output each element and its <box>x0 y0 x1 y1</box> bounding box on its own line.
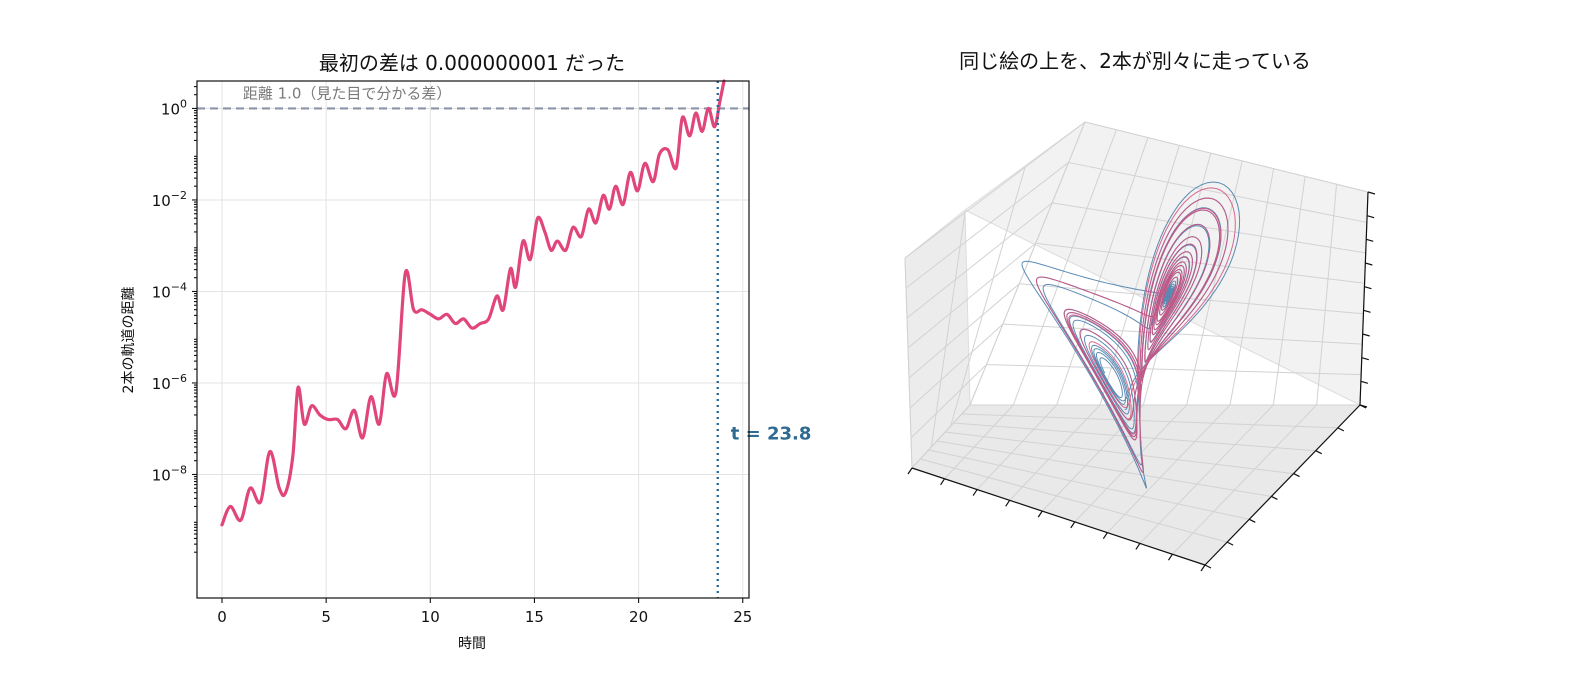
z-axis-tick <box>1364 286 1372 290</box>
floor-gridline <box>1009 404 1101 501</box>
left-y-axis-label: 2本の軌道の距離 <box>120 287 137 394</box>
floor-gridline <box>1172 404 1318 555</box>
y-axis-tick <box>1293 473 1300 478</box>
back-wall-gridline <box>986 364 1362 376</box>
y-axis-tick <box>1249 518 1256 523</box>
floor-gridline <box>920 458 1228 543</box>
back-wall-gridline <box>1186 160 1243 406</box>
z-axis-tick <box>1359 404 1368 408</box>
left-wall-gridline <box>908 283 1020 379</box>
back-wall-gridline <box>1068 161 1367 223</box>
y-axis <box>1204 404 1361 566</box>
left-wall-gridline <box>906 202 1053 319</box>
z-axis-tick <box>1366 215 1375 219</box>
z-axis <box>1359 191 1369 406</box>
x-axis-tick <box>907 467 913 475</box>
z-axis-tick <box>1362 333 1370 337</box>
left-wall-gridline <box>909 323 1004 409</box>
right-chart: 同じ絵の上を、2本が別々に走っている <box>904 49 1376 572</box>
y-axis-tick <box>1337 427 1345 432</box>
z-axis-tick <box>1361 357 1369 361</box>
z-axis-tick <box>1360 380 1369 384</box>
floor-gridline <box>976 404 1058 490</box>
x-axis-tick <box>972 489 978 496</box>
z-axis-tick <box>1367 191 1376 195</box>
left-wall-gridline <box>904 121 1086 259</box>
x-axis-tick <box>1102 532 1108 539</box>
left-wall-gridline <box>907 242 1037 349</box>
floor-gridline <box>928 449 1250 520</box>
back-wall-gridline <box>1056 137 1149 406</box>
floor-gridline <box>936 440 1272 497</box>
threshold-label: 距離 1.0（見た目で分かる差） <box>243 84 452 102</box>
z-axis-tick <box>1366 238 1374 242</box>
x-tick-label: 25 <box>733 608 752 626</box>
back-wall-gridline <box>1229 168 1275 406</box>
y-tick-label: 10−6 <box>152 372 187 393</box>
x-axis-tick <box>1135 543 1141 550</box>
trajectory-b <box>1035 187 1236 474</box>
x-axis-tick <box>940 478 946 486</box>
x-tick-label: 15 <box>525 608 544 626</box>
floor-gridline <box>944 404 1014 480</box>
back-wall-gridline <box>1084 121 1369 193</box>
left-ticks: 0 5 10 15 20 25 100 10−2 10−4 10−6 10−8 <box>152 86 752 626</box>
left-wall-gridline <box>969 121 1086 406</box>
y-tick-label: 10−2 <box>152 189 187 210</box>
back-wall-gridline <box>1012 129 1117 406</box>
y-tick-label: 10−8 <box>152 463 187 484</box>
x-axis-tick <box>1005 500 1011 507</box>
x-axis <box>911 467 1206 566</box>
left-wall-gridline <box>910 364 987 439</box>
back-wall-gridline <box>1272 176 1306 406</box>
left-chart: 最初の差は 0.000000001 だった 0 5 10 15 20 25 100 10−2 1… <box>120 51 811 652</box>
y-axis-tick <box>1226 541 1234 546</box>
x-tick-label: 5 <box>321 608 331 626</box>
back-wall-gridline <box>1142 152 1212 406</box>
right-chart-title: 同じ絵の上を、2本が別々に走っている <box>959 49 1311 73</box>
x-axis-tick <box>1200 564 1206 572</box>
y-tick-label: 100 <box>161 97 187 118</box>
left-wall-gridline <box>905 162 1069 289</box>
left-plot-frame <box>196 80 750 599</box>
right-axes <box>907 191 1376 572</box>
attractor-trajectories <box>1021 181 1241 489</box>
floor-gridline <box>945 431 1294 475</box>
x-tick-label: 20 <box>629 608 648 626</box>
floor-gridline <box>911 404 971 469</box>
distance-series-line <box>220 79 726 527</box>
floor-gridline <box>1106 404 1231 534</box>
x-axis-tick <box>1037 510 1043 518</box>
divergence-time-label: t = 23.8 <box>731 423 812 444</box>
y-axis-tick <box>1204 564 1212 569</box>
floor-gridline <box>1074 404 1188 523</box>
y-tick-label: 10−4 <box>152 280 187 301</box>
left-wall-gridline <box>930 212 966 448</box>
left-wall-gridline <box>950 167 1026 427</box>
floor-gridline <box>1139 404 1274 544</box>
z-axis-tick <box>1365 262 1373 266</box>
x-axis-tick <box>1167 553 1173 561</box>
back-wall-gridline <box>1019 283 1364 315</box>
left-x-axis-label: 時間 <box>458 636 486 652</box>
y-axis-tick <box>1315 450 1322 455</box>
x-tick-label: 10 <box>421 608 440 626</box>
back-wall-gridline <box>1316 184 1338 406</box>
left-wall-gridline <box>904 257 913 469</box>
back-wall-pane <box>964 121 1369 406</box>
left-chart-title: 最初の差は 0.000000001 だった <box>319 51 625 75</box>
z-axis-tick <box>1363 309 1371 313</box>
floor-gridline <box>1041 404 1144 512</box>
back-wall-gridline <box>1052 202 1366 254</box>
left-grid <box>197 81 749 598</box>
floor-gridline <box>961 413 1338 429</box>
x-tick-label: 0 <box>217 608 227 626</box>
y-axis-tick <box>1271 495 1278 500</box>
x-axis-tick <box>1070 521 1076 529</box>
